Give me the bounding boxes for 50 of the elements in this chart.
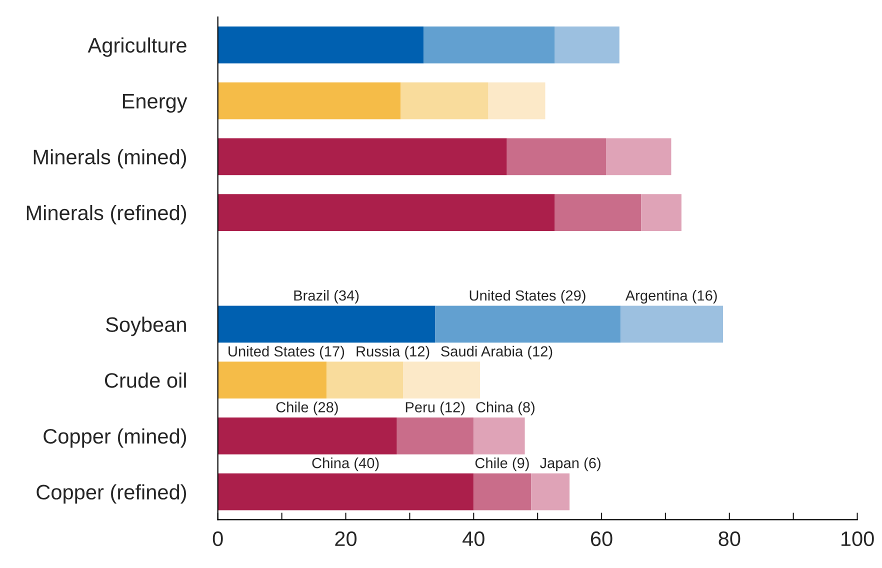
bar [218,82,401,120]
data-label: Peru (12) [406,402,465,416]
data-label: United States (17) [228,346,344,360]
data-label: Saudi Arabia (12) [441,346,552,360]
data-label: United States (29) [470,290,586,304]
bar [531,473,570,510]
data-label: Chile (9) [475,458,529,472]
bar [218,418,397,454]
y-tick-label: Minerals (refined) [26,204,186,224]
y-tick-label: Minerals (mined) [34,149,186,169]
y-tick-label: Copper (refined) [36,484,186,504]
bar [488,82,546,120]
bar [506,138,606,176]
x-tick-label: 20 [335,531,357,546]
bar [424,26,555,64]
x-tick-label: 60 [590,531,612,546]
bar [403,362,480,399]
y-tick-label: Soybean [106,316,186,336]
y-tick-label: Energy [123,94,188,113]
data-label: Brazil (34) [294,290,359,304]
bar [554,26,620,64]
x-tick-label: 0 [212,531,223,546]
bar [218,306,436,343]
bar [641,194,682,231]
x-tick-label: 100 [842,531,874,546]
bar [620,306,724,343]
data-label: Japan (6) [540,458,600,472]
bar [474,418,525,454]
bar [218,473,474,510]
bar [606,138,672,176]
data-label: China (8) [476,402,534,416]
bar [554,194,642,231]
bar [218,138,507,176]
data-label: Russia (12) [356,346,430,360]
data-label: China (40) [312,458,379,472]
y-tick-label: Agriculture [88,37,186,57]
bar [218,362,327,399]
bar [218,26,424,64]
bar [218,194,555,231]
y-tick-label: Crude oil [104,372,186,388]
x-tick-label: 80 [718,531,740,546]
data-label: Chile (28) [276,402,338,416]
data-label: Argentina (16) [625,290,717,304]
bar [396,418,474,454]
bar [435,306,621,343]
bar [474,473,532,510]
bar [400,82,488,120]
x-tick-label: 40 [462,531,484,546]
y-tick-label: Copper (mined) [44,428,186,448]
bar [326,362,404,399]
